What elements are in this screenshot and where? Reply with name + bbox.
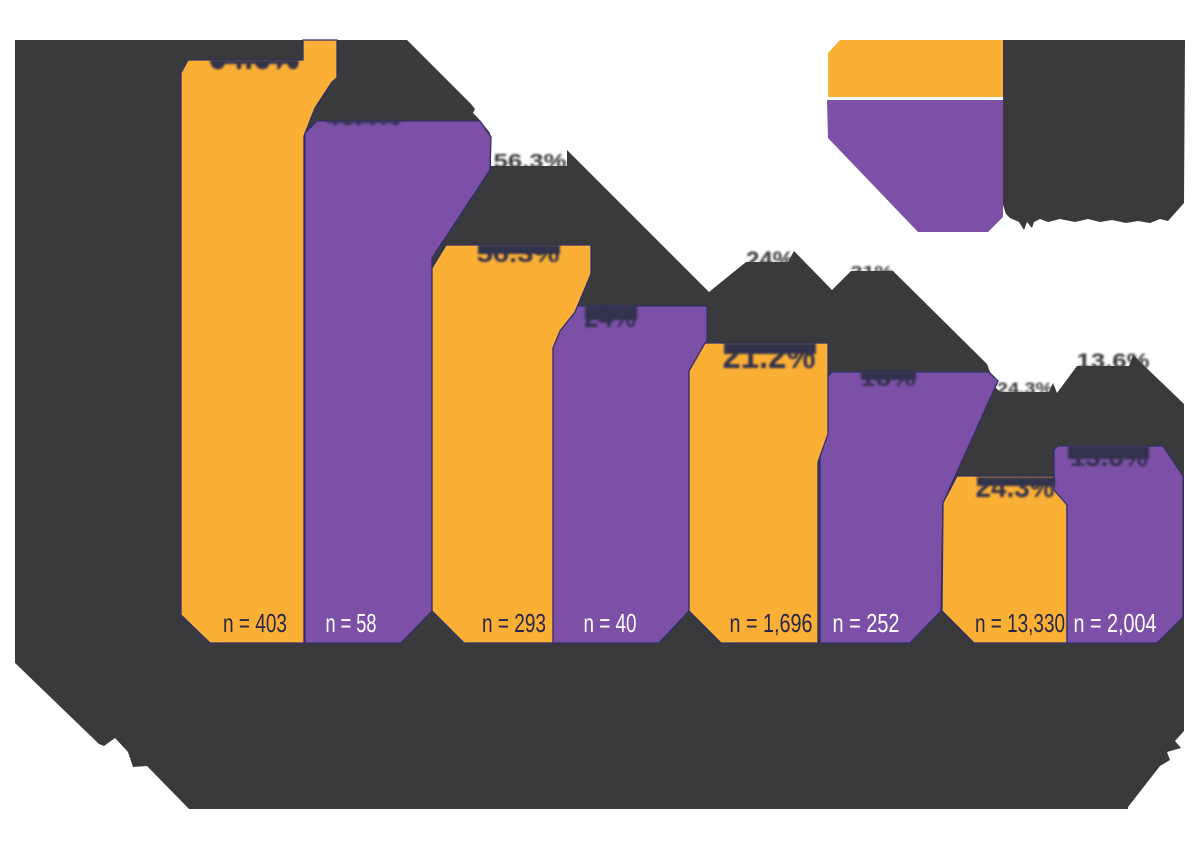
svg-text:46.4%: 46.4% [325,92,401,133]
svg-text:24.3%: 24.3% [997,379,1053,398]
svg-text:24.3%: 24.3% [976,472,1055,504]
svg-text:24%: 24% [584,283,636,318]
svg-text:n = 403: n = 403 [223,608,287,638]
svg-text:24%: 24% [746,247,794,272]
svg-text:46.4%: 46.4% [325,85,401,126]
svg-text:n = 13,330: n = 13,330 [975,608,1065,638]
svg-text:13.6%: 13.6% [1077,348,1150,373]
svg-text:24%: 24% [584,299,636,334]
svg-text:16%: 16% [860,366,916,391]
svg-text:n = 252: n = 252 [833,608,900,638]
svg-text:56.3%: 56.3% [494,151,567,173]
svg-text:21%: 21% [851,263,894,280]
svg-text:21.2%: 21.2% [723,338,816,376]
svg-text:n = 40: n = 40 [584,608,637,638]
svg-text:n = 1,696: n = 1,696 [730,608,813,638]
svg-text:n = 2,004: n = 2,004 [1074,608,1157,638]
svg-text:46.4%: 46.4% [325,89,401,130]
svg-text:16%: 16% [860,359,916,384]
svg-text:16%: 16% [860,353,916,378]
svg-text:n = 293: n = 293 [482,608,546,638]
svg-text:13.6%: 13.6% [1070,433,1148,463]
svg-text:24%: 24% [584,291,636,326]
svg-text:n = 58: n = 58 [326,608,377,638]
svg-text:13.6%: 13.6% [1070,442,1148,472]
svg-text:56.3%: 56.3% [477,240,560,268]
svg-text:13.6%: 13.6% [1070,425,1148,455]
